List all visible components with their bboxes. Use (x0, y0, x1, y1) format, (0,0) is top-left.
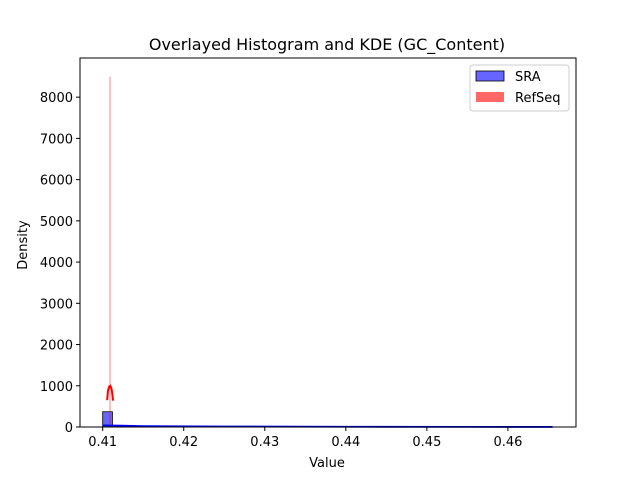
y-tick-label: 0 (65, 421, 73, 436)
x-axis: 0.41 0.42 0.43 0.44 0.45 0.46 (88, 427, 522, 450)
x-tick-label: 0.43 (250, 435, 279, 450)
y-axis-label: Density (16, 220, 31, 270)
x-axis-label: Value (309, 456, 345, 471)
y-tick-label: 8000 (40, 91, 73, 106)
x-tick-label: 0.44 (331, 435, 360, 450)
legend-label-refseq: RefSeq (515, 91, 561, 106)
kde-line-refseq (106, 384, 115, 401)
legend: SRA RefSeq (469, 64, 570, 112)
x-tick-label: 0.45 (412, 435, 441, 450)
legend-swatch-refseq (476, 92, 504, 102)
legend-swatch-sra (475, 70, 505, 82)
chart-title: Overlayed Histogram and KDE (GC_Content) (149, 35, 505, 55)
y-tick-label: 6000 (40, 174, 73, 189)
plot-frame (79, 57, 577, 428)
y-axis: 0 1000 2000 3000 4000 5000 6000 7000 8000 (40, 91, 80, 436)
y-tick-label: 1000 (40, 380, 73, 395)
hist-bar-refseq-0 (109, 76, 111, 427)
x-tick-label: 0.41 (88, 435, 117, 450)
y-tick-label: 3000 (40, 297, 73, 312)
y-tick-label: 7000 (40, 132, 73, 147)
x-tick-label: 0.46 (493, 435, 522, 450)
y-tick-label: 2000 (40, 339, 73, 354)
legend-label-sra: SRA (515, 70, 541, 85)
y-tick-label: 4000 (40, 256, 73, 271)
y-tick-label: 5000 (40, 215, 73, 230)
x-tick-label: 0.42 (169, 435, 198, 450)
